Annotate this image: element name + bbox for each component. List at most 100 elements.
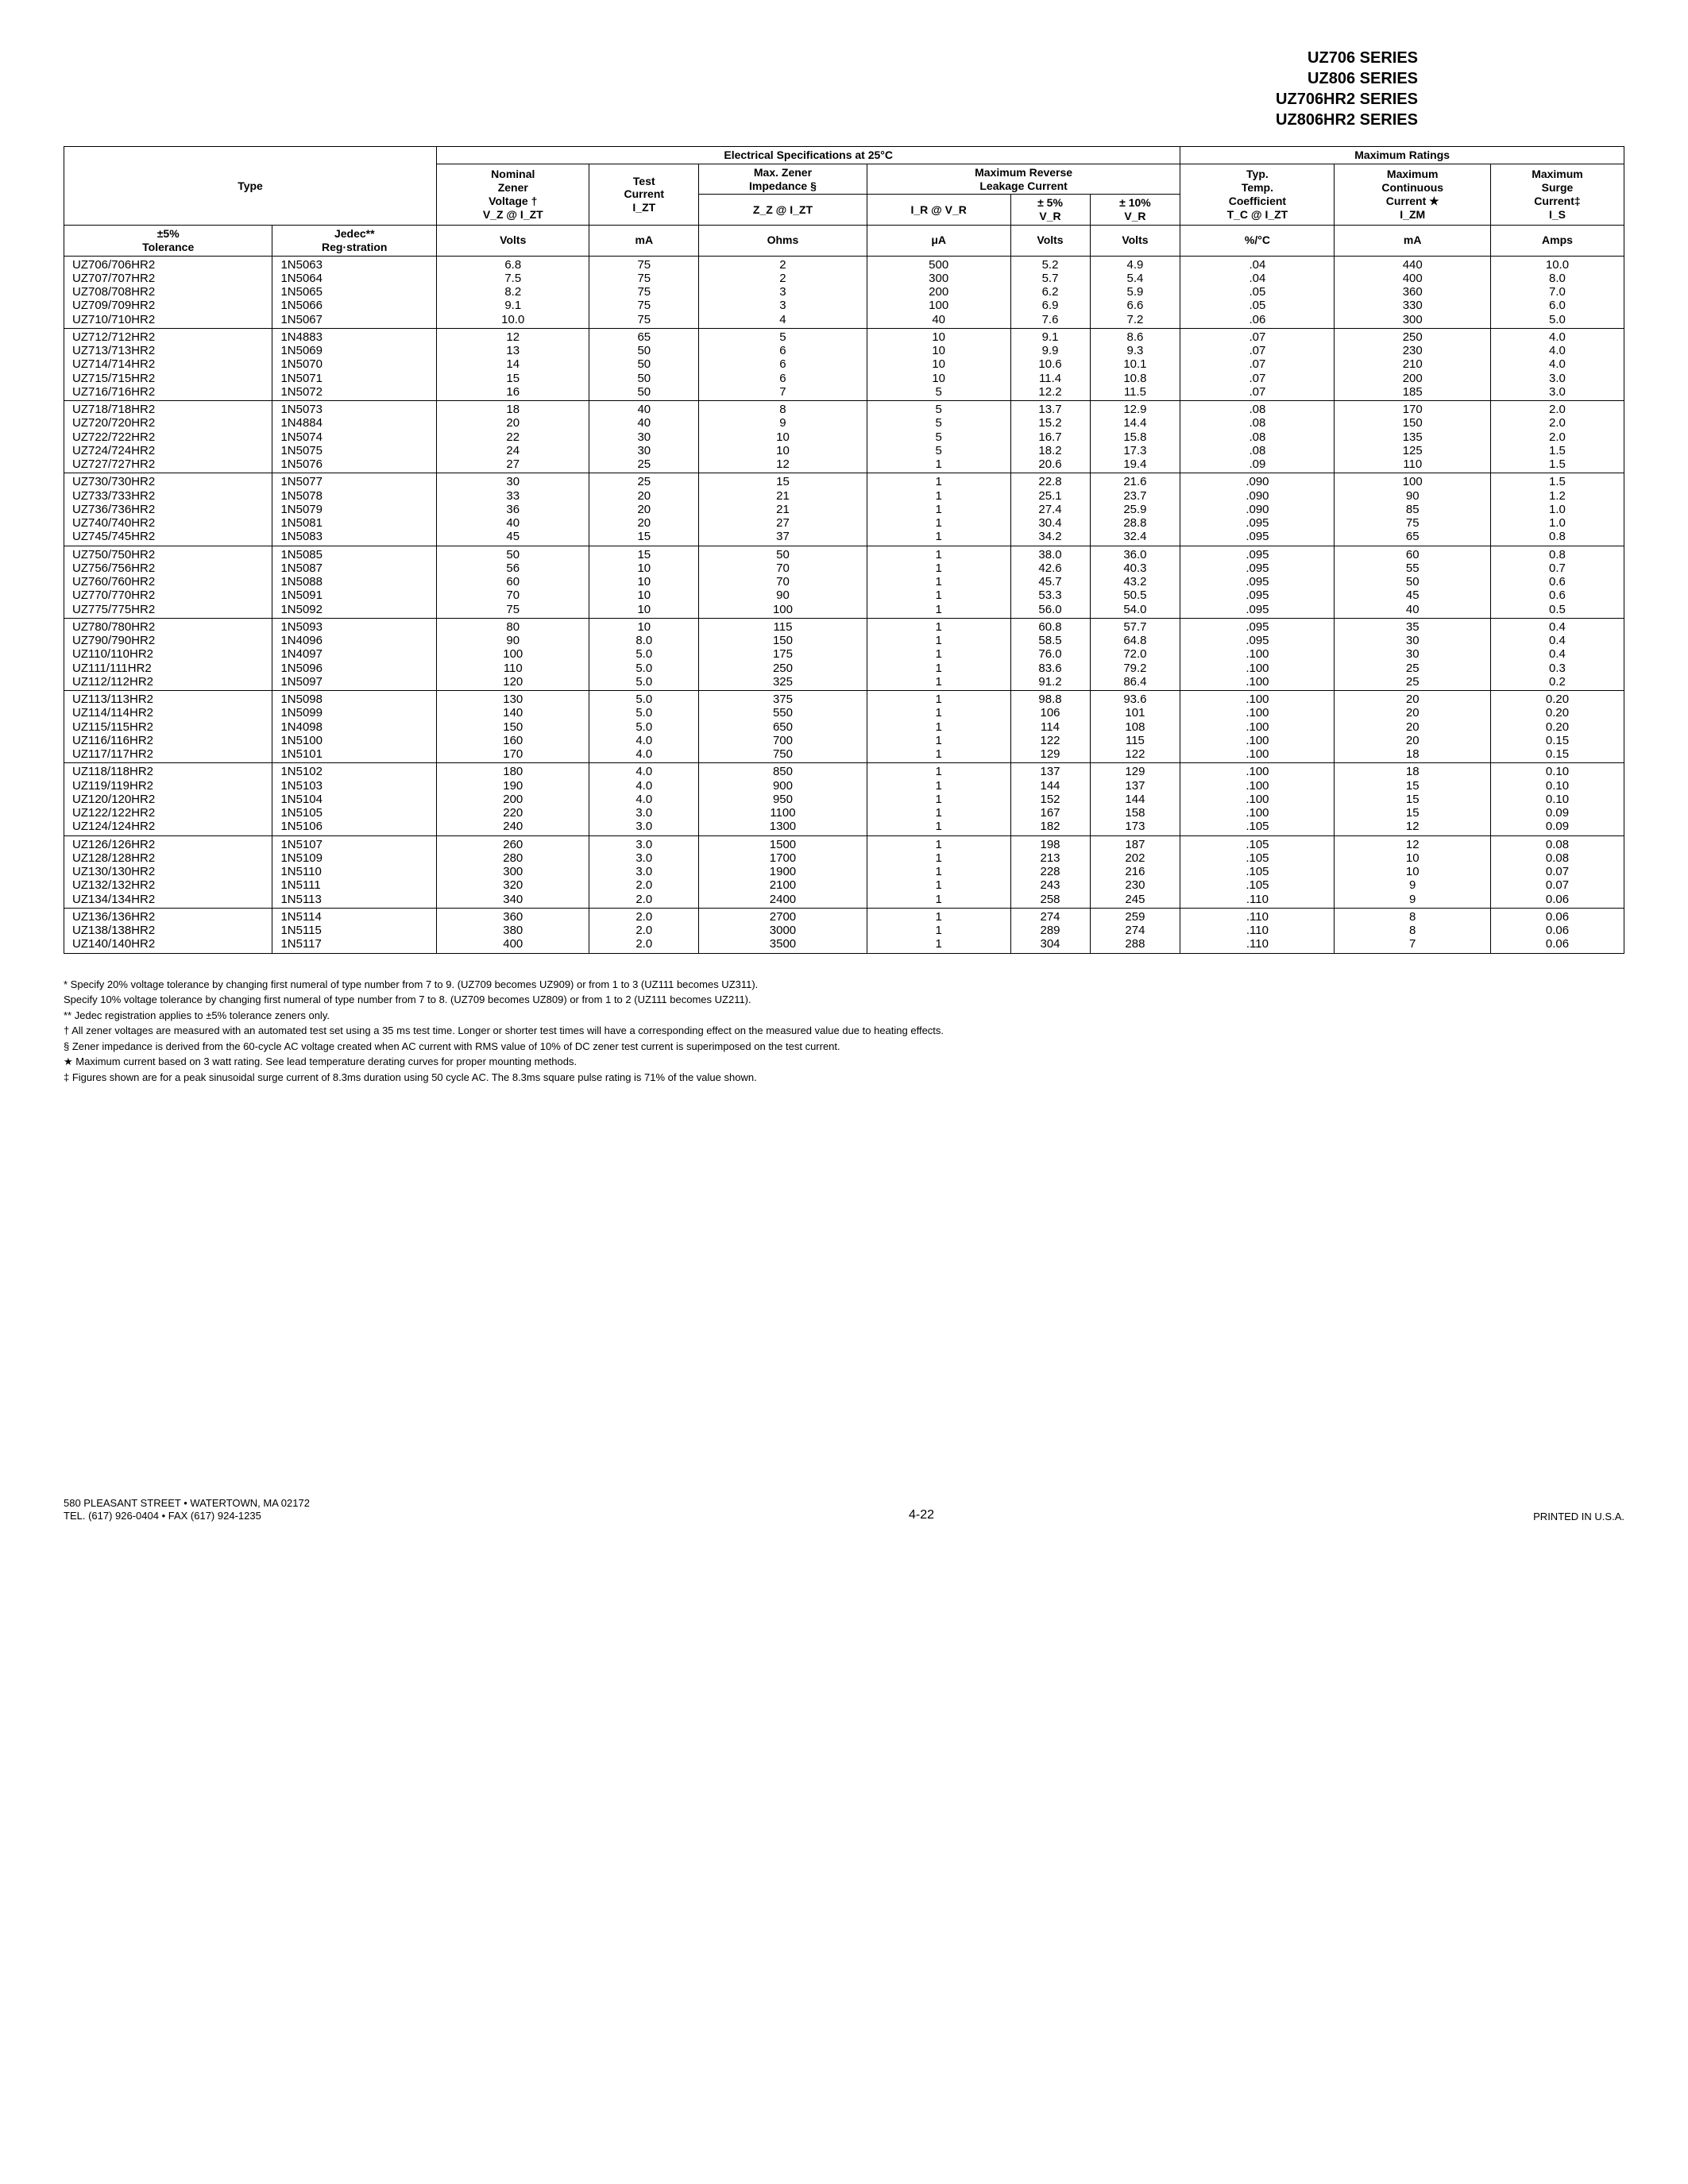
col-type: Type bbox=[64, 147, 437, 226]
table-cell: 375550650700750 bbox=[699, 691, 867, 763]
unit: Amps bbox=[1490, 225, 1624, 256]
table-cell: .090.090.090.095.095 bbox=[1180, 473, 1335, 546]
table-cell: 12101099 bbox=[1335, 835, 1490, 908]
table-cell: 1N51141N51151N5117 bbox=[272, 908, 437, 953]
table-cell: .08.08.08.08.09 bbox=[1180, 401, 1335, 473]
table-cell: 3.03.03.02.02.0 bbox=[589, 835, 699, 908]
table-cell: 108.05.05.05.0 bbox=[589, 618, 699, 690]
table-cell: 1N50851N50871N50881N50911N5092 bbox=[272, 546, 437, 618]
table-cell: 3530302525 bbox=[1335, 618, 1490, 690]
unit: Volts bbox=[437, 225, 589, 256]
elec-spec-title: Electrical Specifications at 25°C bbox=[437, 147, 1180, 164]
unit: Volts bbox=[1010, 225, 1090, 256]
table-cell: 6550505050 bbox=[589, 328, 699, 400]
table-cell: 1N50771N50781N50791N50811N5083 bbox=[272, 473, 437, 546]
table-cell: 5056607075 bbox=[437, 546, 589, 618]
table-cell: 15001700190021002400 bbox=[699, 835, 867, 908]
table-cell: 1.51.21.01.00.8 bbox=[1490, 473, 1624, 546]
series-line: UZ806 SERIES bbox=[64, 68, 1418, 89]
table-cell: UZ712/712HR2UZ713/713HR2UZ714/714HR2UZ71… bbox=[64, 328, 272, 400]
table-cell: 4.04.04.03.03.0 bbox=[589, 763, 699, 835]
table-cell: 1N51021N51031N51041N51051N5106 bbox=[272, 763, 437, 835]
table-cell: 11111 bbox=[867, 618, 1010, 690]
printed-in: PRINTED IN U.S.A. bbox=[1533, 1511, 1624, 1522]
table-cell: 36.040.343.250.554.0 bbox=[1090, 546, 1180, 618]
addr-line: 580 PLEASANT STREET • WATERTOWN, MA 0217… bbox=[64, 1497, 310, 1510]
table-cell: 55551 bbox=[867, 401, 1010, 473]
table-cell: 6055504540 bbox=[1335, 546, 1490, 618]
footnote: Specify 10% voltage tolerance by changin… bbox=[64, 993, 1624, 1007]
table-cell: 1213141516 bbox=[437, 328, 589, 400]
unit: mA bbox=[589, 225, 699, 256]
table-cell: 50707090100 bbox=[699, 546, 867, 618]
table-row-group: UZ780/780HR2UZ790/790HR2UZ110/110HR2UZ11… bbox=[64, 618, 1624, 690]
col-zz: Z_Z @ I_ZT bbox=[699, 195, 867, 226]
table-row-group: UZ126/126HR2UZ128/128HR2UZ130/130HR2UZ13… bbox=[64, 835, 1624, 908]
series-line: UZ806HR2 SERIES bbox=[64, 110, 1418, 130]
table-cell: 111 bbox=[867, 908, 1010, 953]
series-header: UZ706 SERIES UZ806 SERIES UZ706HR2 SERIE… bbox=[64, 48, 1624, 130]
table-cell: 56667 bbox=[699, 328, 867, 400]
unit: Ohms bbox=[699, 225, 867, 256]
table-cell: 1N50931N40961N40971N50961N5097 bbox=[272, 618, 437, 690]
table-cell: 1N50981N50991N40981N51001N5101 bbox=[272, 691, 437, 763]
table-cell: 260280300320340 bbox=[437, 835, 589, 908]
unit: μA bbox=[867, 225, 1010, 256]
table-cell: .04.04.05.05.06 bbox=[1180, 256, 1335, 328]
table-cell: 3033364045 bbox=[437, 473, 589, 546]
series-line: UZ706 SERIES bbox=[64, 48, 1418, 68]
table-cell: 5.05.05.04.04.0 bbox=[589, 691, 699, 763]
table-cell: 1510101010 bbox=[589, 546, 699, 618]
footnote: ** Jedec registration applies to ±5% tol… bbox=[64, 1009, 1624, 1023]
col-nominal: Nominal Zener Voltage † V_Z @ I_ZT bbox=[437, 164, 589, 225]
table-cell: 89101012 bbox=[699, 401, 867, 473]
table-row-group: UZ136/136HR2UZ138/138HR2UZ140/140HR21N51… bbox=[64, 908, 1624, 953]
series-line: UZ706HR2 SERIES bbox=[64, 89, 1418, 110]
table-cell: UZ113/113HR2UZ114/114HR2UZ115/115HR2UZ11… bbox=[64, 691, 272, 763]
table-cell: 115150175250325 bbox=[699, 618, 867, 690]
table-cell: 8090100110120 bbox=[437, 618, 589, 690]
table-cell: 2520202015 bbox=[589, 473, 699, 546]
footnote: ‡ Figures shown are for a peak sinusoida… bbox=[64, 1071, 1624, 1085]
table-cell: 259274288 bbox=[1090, 908, 1180, 953]
page-footer: 580 PLEASANT STREET • WATERTOWN, MA 0217… bbox=[64, 1497, 1624, 1522]
table-cell: 11111 bbox=[867, 835, 1010, 908]
table-cell: 129137144158173 bbox=[1090, 763, 1180, 835]
table-cell: 93.6101108115122 bbox=[1090, 691, 1180, 763]
table-row-group: UZ706/706HR2UZ707/707HR2UZ708/708HR2UZ70… bbox=[64, 256, 1624, 328]
table-row-group: UZ718/718HR2UZ720/720HR2UZ722/722HR2UZ72… bbox=[64, 401, 1624, 473]
col-jedec: Jedec** Reg·stration bbox=[272, 225, 437, 256]
table-cell: 50030020010040 bbox=[867, 256, 1010, 328]
table-cell: 1N50731N48841N50741N50751N5076 bbox=[272, 401, 437, 473]
table-cell: UZ718/718HR2UZ720/720HR2UZ722/722HR2UZ72… bbox=[64, 401, 272, 473]
table-cell: .095.095.100.100.100 bbox=[1180, 618, 1335, 690]
col-test-current: Test Current I_ZT bbox=[589, 164, 699, 225]
table-cell: 2.02.02.0 bbox=[589, 908, 699, 953]
table-cell: 7575757575 bbox=[589, 256, 699, 328]
col-max-surge: Maximum Surge Current‡ I_S bbox=[1490, 164, 1624, 225]
col-pm5: ± 5% V_R bbox=[1010, 195, 1090, 226]
table-cell: 1815151512 bbox=[1335, 763, 1490, 835]
table-row-group: UZ113/113HR2UZ114/114HR2UZ115/115HR2UZ11… bbox=[64, 691, 1624, 763]
table-cell: 250230210200185 bbox=[1335, 328, 1490, 400]
spec-table: Type Electrical Specifications at 25°C M… bbox=[64, 146, 1624, 954]
footnotes: * Specify 20% voltage tolerance by chang… bbox=[64, 978, 1624, 1085]
table-cell: 170150135125110 bbox=[1335, 401, 1490, 473]
table-cell: 101010105 bbox=[867, 328, 1010, 400]
table-cell: 137144152167182 bbox=[1010, 763, 1090, 835]
table-cell: 11111 bbox=[867, 473, 1010, 546]
table-row-group: UZ712/712HR2UZ713/713HR2UZ714/714HR2UZ71… bbox=[64, 328, 1624, 400]
footnote: † All zener voltages are measured with a… bbox=[64, 1024, 1624, 1038]
table-cell: UZ118/118HR2UZ119/119HR2UZ120/120HR2UZ12… bbox=[64, 763, 272, 835]
col-tol: ±5% Tolerance bbox=[64, 225, 272, 256]
table-cell: 10090857565 bbox=[1335, 473, 1490, 546]
table-cell: 11111 bbox=[867, 546, 1010, 618]
footnote: * Specify 20% voltage tolerance by chang… bbox=[64, 978, 1624, 992]
table-cell: 4.04.04.03.03.0 bbox=[1490, 328, 1624, 400]
table-cell: 2020202018 bbox=[1335, 691, 1490, 763]
table-cell: 22.825.127.430.434.2 bbox=[1010, 473, 1090, 546]
table-cell: 13.715.216.718.220.6 bbox=[1010, 401, 1090, 473]
table-cell: 1521212737 bbox=[699, 473, 867, 546]
table-cell: 440400360330300 bbox=[1335, 256, 1490, 328]
table-cell: UZ706/706HR2UZ707/707HR2UZ708/708HR2UZ70… bbox=[64, 256, 272, 328]
